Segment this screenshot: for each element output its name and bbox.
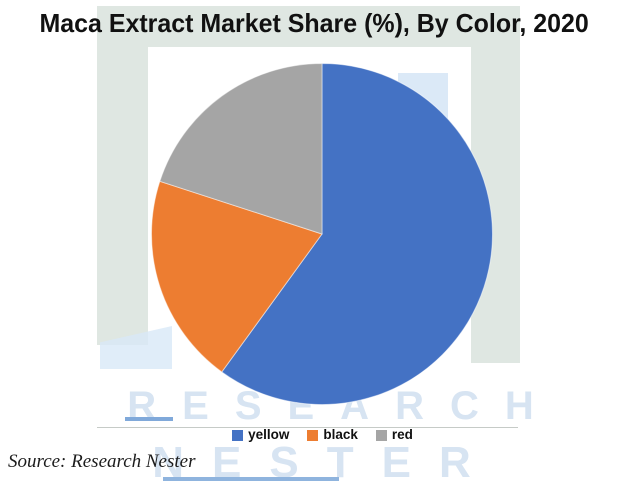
pie-chart [150,62,493,405]
legend-item-red: red [375,427,413,442]
legend-item-yellow: yellow [232,428,289,442]
legend-item-black: black [307,428,358,442]
pie-slice-black [150,180,323,373]
legend-label: yellow [248,427,290,442]
pie-slice-red [159,62,323,235]
chart-title: Maca Extract Market Share (%), By Color,… [0,4,629,42]
legend-swatch-icon [232,429,244,441]
pie-slice-yellow [221,62,493,405]
pie-svg [150,62,493,405]
legend-swatch-icon [307,429,319,441]
legend-label: black [323,427,358,442]
logo-left-bar [97,47,148,345]
watermark-underline [163,477,339,481]
legend-label: red [391,427,413,442]
chart-legend: yellow black red [8,428,629,442]
logo-top-band [97,6,520,50]
chart-bottom-border [97,427,518,428]
watermark-underline [125,417,173,421]
source-note: Source: Research Nester [8,451,196,472]
chart-title-text: Maca Extract Market Share (%), By Color,… [39,8,590,38]
legend-swatch-icon [375,429,387,441]
